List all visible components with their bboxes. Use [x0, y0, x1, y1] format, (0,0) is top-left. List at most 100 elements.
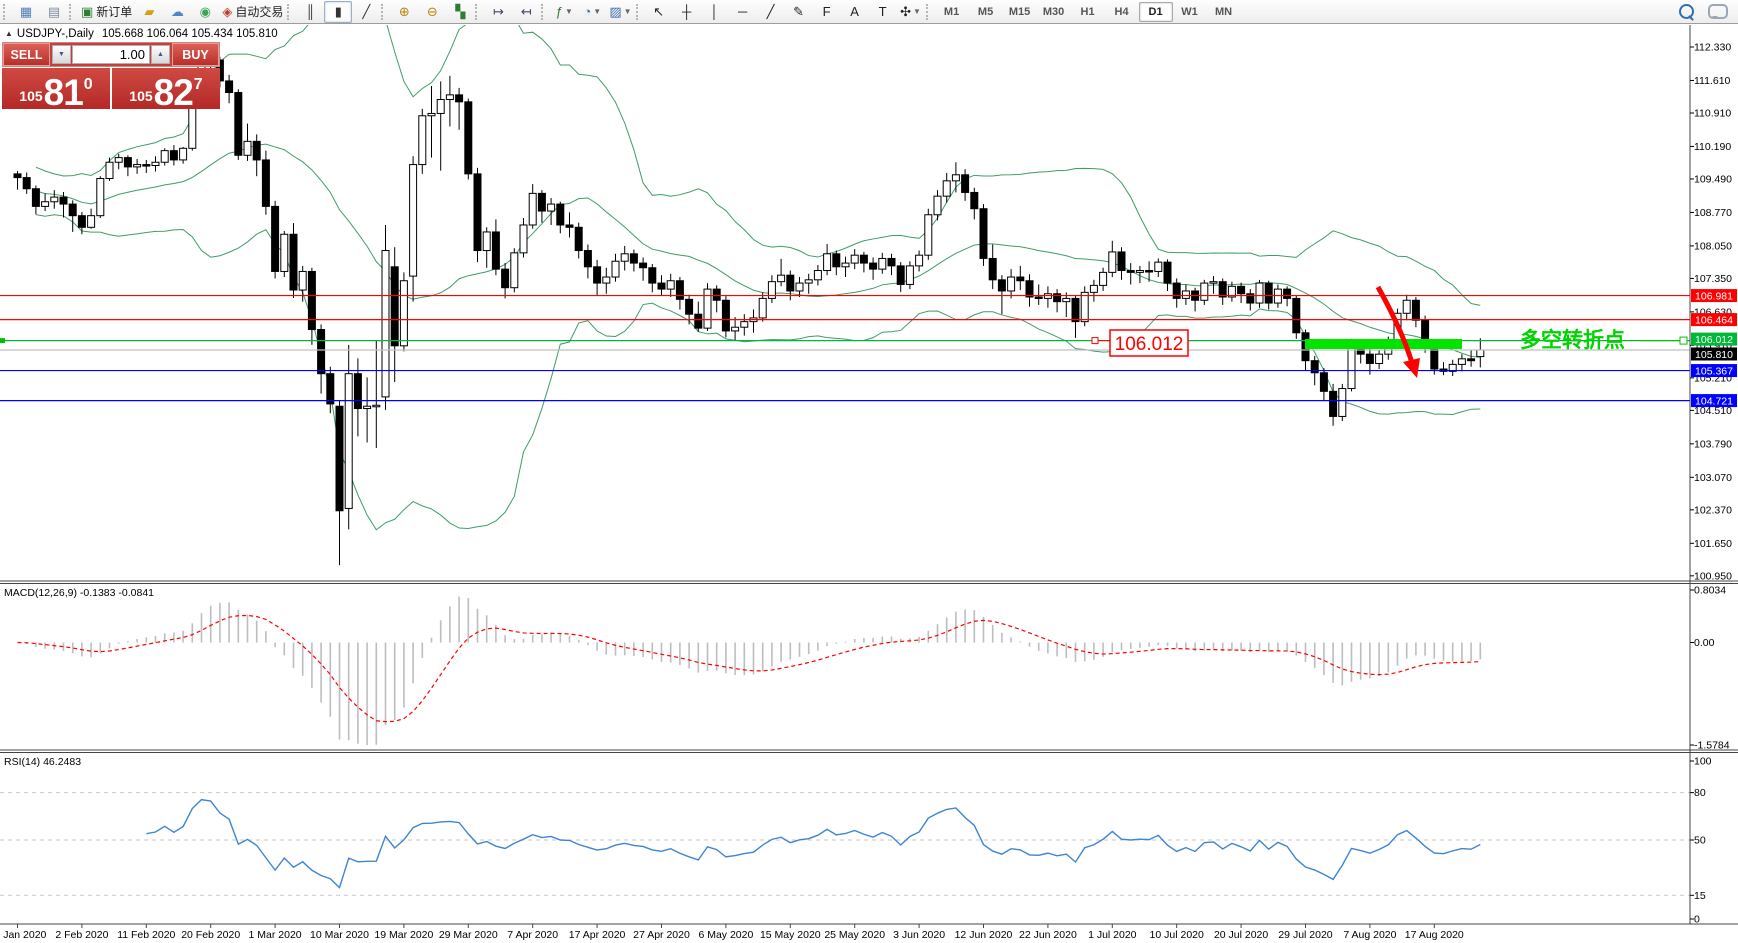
- volume-increase-button[interactable]: ▲: [151, 45, 170, 64]
- callout-anchor: [1091, 337, 1099, 345]
- text-icon[interactable]: A: [841, 1, 869, 23]
- zoom-out-icon[interactable]: ⊖: [418, 1, 446, 23]
- y-axis-tick: 108.050: [1694, 240, 1732, 252]
- indicators-icon-dropdown[interactable]: ▼: [564, 7, 573, 16]
- candle: [712, 288, 721, 301]
- candle: [961, 174, 970, 193]
- arrows-icon-dropdown[interactable]: ▼: [913, 7, 921, 16]
- cursor-icon: ↖: [653, 4, 664, 19]
- arrows-icon[interactable]: ✣ ▼: [897, 1, 925, 23]
- candle: [915, 254, 924, 267]
- profiles-icon[interactable]: ▤: [40, 1, 68, 23]
- timeframe-m15[interactable]: M15: [1008, 5, 1031, 18]
- highlight-zone-rect[interactable]: [1305, 339, 1462, 349]
- periods-icon[interactable]: ◔ ▼: [578, 1, 606, 23]
- crosshair-icon: ┼: [681, 4, 692, 19]
- bollinger-lower: [35, 214, 1481, 531]
- cursor-icon[interactable]: ↖: [645, 1, 673, 23]
- volume-input[interactable]: 1.00: [72, 45, 150, 64]
- rsi-scale-tick: 15: [1694, 890, 1706, 902]
- timeframe-d1[interactable]: D1: [1138, 1, 1173, 22]
- candle: [639, 262, 648, 269]
- price-scale[interactable]: 112.330 111.610 110.910 110.190 109.490 108.7…: [1690, 42, 1737, 926]
- turning-point-label[interactable]: 多空转折点: [1520, 328, 1625, 352]
- chart-shift-icon[interactable]: ↦: [484, 1, 512, 23]
- buy-button[interactable]: BUY: [172, 43, 219, 66]
- vertical-line-icon[interactable]: │: [701, 1, 729, 23]
- timeframe-m5[interactable]: M5: [977, 5, 994, 18]
- down-arrow[interactable]: [1375, 285, 1415, 364]
- price-chart[interactable]: 106.012 多空转折点 MACD(12,26,9) -0.1383 -0.084…: [0, 25, 1738, 943]
- candle: [593, 266, 602, 284]
- text-label-icon[interactable]: T: [869, 1, 897, 23]
- timeframe-w1[interactable]: W1: [1181, 5, 1198, 18]
- auto-scroll-icon[interactable]: ↤: [512, 1, 540, 23]
- toolbar-group-handle: [635, 3, 642, 20]
- candle: [372, 404, 381, 408]
- sell-price-figure: 105: [19, 88, 43, 104]
- sell-button[interactable]: SELL: [3, 43, 50, 66]
- arrows-icon: ✣: [900, 4, 912, 19]
- bar-chart-icon[interactable]: ║: [296, 1, 324, 23]
- toolbar-right: [1679, 4, 1728, 19]
- new-chart-icon[interactable]: ▦: [12, 1, 40, 23]
- candle: [786, 274, 795, 292]
- price-callout-box[interactable]: [1109, 329, 1189, 357]
- price-level-label-text: 105.367: [1695, 365, 1733, 377]
- new-order-icon: ▣: [81, 4, 94, 19]
- date-axis[interactable]: 23 Jan 2020 2 Feb 2020 11 Feb 2020 20 Feb 2…: [0, 924, 1464, 941]
- candle: [905, 265, 914, 285]
- sell-price-display[interactable]: 105 81 0: [2, 68, 110, 111]
- candle: [280, 233, 289, 272]
- candle: [721, 299, 730, 332]
- candle: [491, 231, 500, 270]
- level-handle[interactable]: [0, 338, 5, 344]
- templates-icon[interactable]: ▨ ▼: [606, 1, 634, 23]
- candle: [1246, 293, 1255, 304]
- one-click-trading-panel: SELL ▼ 1.00 ▲ BUY 105 81 0 105 82 7: [2, 42, 220, 113]
- candle: [841, 262, 850, 268]
- crosshair-icon[interactable]: ┼: [673, 1, 701, 23]
- timeframe-h1[interactable]: H1: [1080, 5, 1095, 18]
- candle: [1089, 284, 1098, 293]
- candle: [96, 178, 105, 217]
- templates-icon-dropdown[interactable]: ▼: [623, 7, 632, 16]
- buy-price-display[interactable]: 105 82 7: [112, 68, 220, 113]
- zoom-in-icon[interactable]: ⊕: [390, 1, 418, 23]
- timeframe-m1[interactable]: M1: [943, 5, 960, 18]
- search-icon[interactable]: [1679, 4, 1694, 19]
- candle: [1375, 353, 1384, 364]
- buy-price-pips: 82: [153, 71, 194, 113]
- trendline-icon[interactable]: ╱: [757, 1, 785, 23]
- tile-windows-icon[interactable]: ▚: [446, 1, 474, 23]
- timeframe-mn[interactable]: MN: [1214, 5, 1233, 18]
- community-icon[interactable]: ☁: [163, 1, 191, 23]
- autotrading-icon[interactable]: ◈ 自动交易: [219, 1, 286, 23]
- timeframe-h4[interactable]: H4: [1114, 5, 1129, 18]
- periods-icon-dropdown[interactable]: ▼: [593, 7, 602, 16]
- candle: [997, 279, 1006, 292]
- volume-decrease-button[interactable]: ▼: [52, 45, 71, 64]
- timeframe-m30[interactable]: M30: [1042, 5, 1065, 18]
- candle: [427, 112, 436, 117]
- candle: [1457, 358, 1466, 365]
- chart-window[interactable]: ▲ USDJPY-,Daily 105.668 106.064 105.434 10…: [0, 25, 1738, 943]
- auto-scroll-icon: ↤: [520, 4, 532, 19]
- rsi-scale-tick: 100: [1694, 756, 1712, 768]
- equidistant-channel-icon[interactable]: ✎: [785, 1, 813, 23]
- candle: [1264, 282, 1273, 304]
- collapse-panel-icon[interactable]: ▲: [5, 29, 13, 38]
- candle: [740, 321, 749, 328]
- x-axis-label: 7 Apr 2020: [507, 929, 558, 941]
- depth-of-market-icon[interactable]: ▰: [135, 1, 163, 23]
- new-order-icon[interactable]: ▣ 新订单: [78, 1, 135, 23]
- candle: [731, 326, 740, 332]
- line-chart-icon[interactable]: ╱: [352, 1, 380, 23]
- fibonacci-icon[interactable]: F: [813, 1, 841, 23]
- chat-icon[interactable]: [1708, 4, 1728, 19]
- candlestick-chart-icon[interactable]: ▮: [324, 0, 353, 23]
- candle: [59, 196, 68, 205]
- signals-icon[interactable]: ◉: [191, 1, 219, 23]
- indicators-icon[interactable]: ƒ ▼: [550, 1, 578, 23]
- horizontal-line-icon[interactable]: ─: [729, 1, 757, 23]
